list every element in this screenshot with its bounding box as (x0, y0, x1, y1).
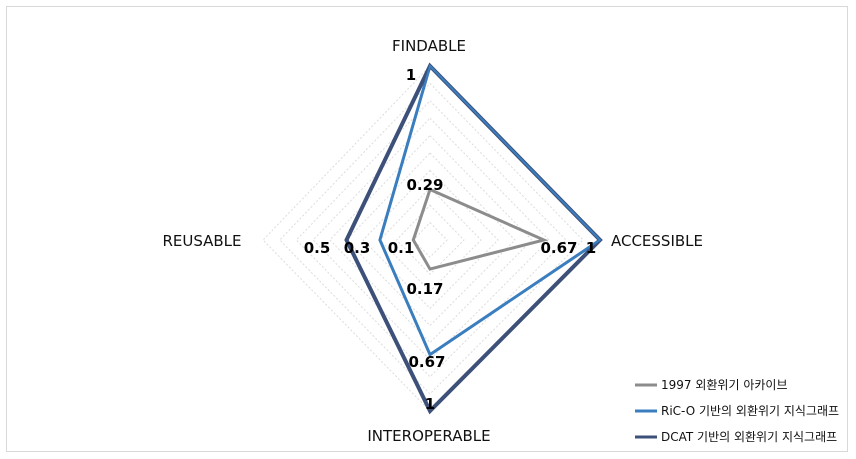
grid-ring (329, 134, 533, 344)
data-label: 0.5 (304, 239, 331, 257)
grid-ring (395, 204, 465, 275)
legend-entry: 1997 외환위기 아카이브 (661, 378, 788, 392)
data-label: 1 (406, 66, 416, 84)
data-label: 0.29 (406, 176, 443, 194)
legend-entry: RiC-O 기반의 외환위기 지식그래프 (661, 404, 839, 418)
radar-chart: 0.29 0.67 0.17 0.1 0.67 0.3 1 1 1 0.5 FINDABLE ACC… (162, 37, 839, 445)
axis-label: INTEROPERABLE (367, 427, 490, 445)
legend: 1997 외환위기 아카이브 RiC-O 기반의 외환위기 지식그래프 DCAT 기… (635, 378, 839, 444)
grid-ring (295, 100, 567, 378)
series-line-1 (411, 187, 549, 271)
data-label: 1 (586, 239, 596, 257)
data-label: 0.67 (540, 239, 577, 257)
series-layer (344, 62, 603, 415)
data-label: 0.3 (344, 239, 371, 257)
data-label: 0.1 (388, 239, 415, 257)
chart-frame: 0.29 0.67 0.17 0.1 0.67 0.3 1 1 1 0.5 FINDABLE ACC… (6, 6, 848, 452)
axis-label: REUSABLE (162, 232, 241, 250)
data-label: 0.67 (408, 353, 445, 371)
axis-labels: FINDABLE ACCESSIBLE INTEROPERABLE REUSABLE (162, 37, 703, 445)
grid-ring (412, 221, 448, 258)
data-label: 0.17 (406, 280, 443, 298)
grid-ring (345, 152, 516, 327)
axis-label: ACCESSIBLE (611, 232, 703, 250)
data-label: 1 (425, 395, 435, 413)
series-line-2 (378, 63, 603, 357)
legend-entry: DCAT 기반의 외환위기 지식그래프 (661, 430, 837, 444)
grid-ring (312, 117, 550, 361)
grid-ring (379, 187, 482, 293)
series-line-2-overlay (378, 64, 602, 357)
data-labels: 0.29 0.67 0.17 0.1 0.67 0.3 1 1 1 0.5 (304, 66, 597, 413)
axis-label: FINDABLE (392, 37, 466, 55)
grid-ring (279, 82, 584, 395)
